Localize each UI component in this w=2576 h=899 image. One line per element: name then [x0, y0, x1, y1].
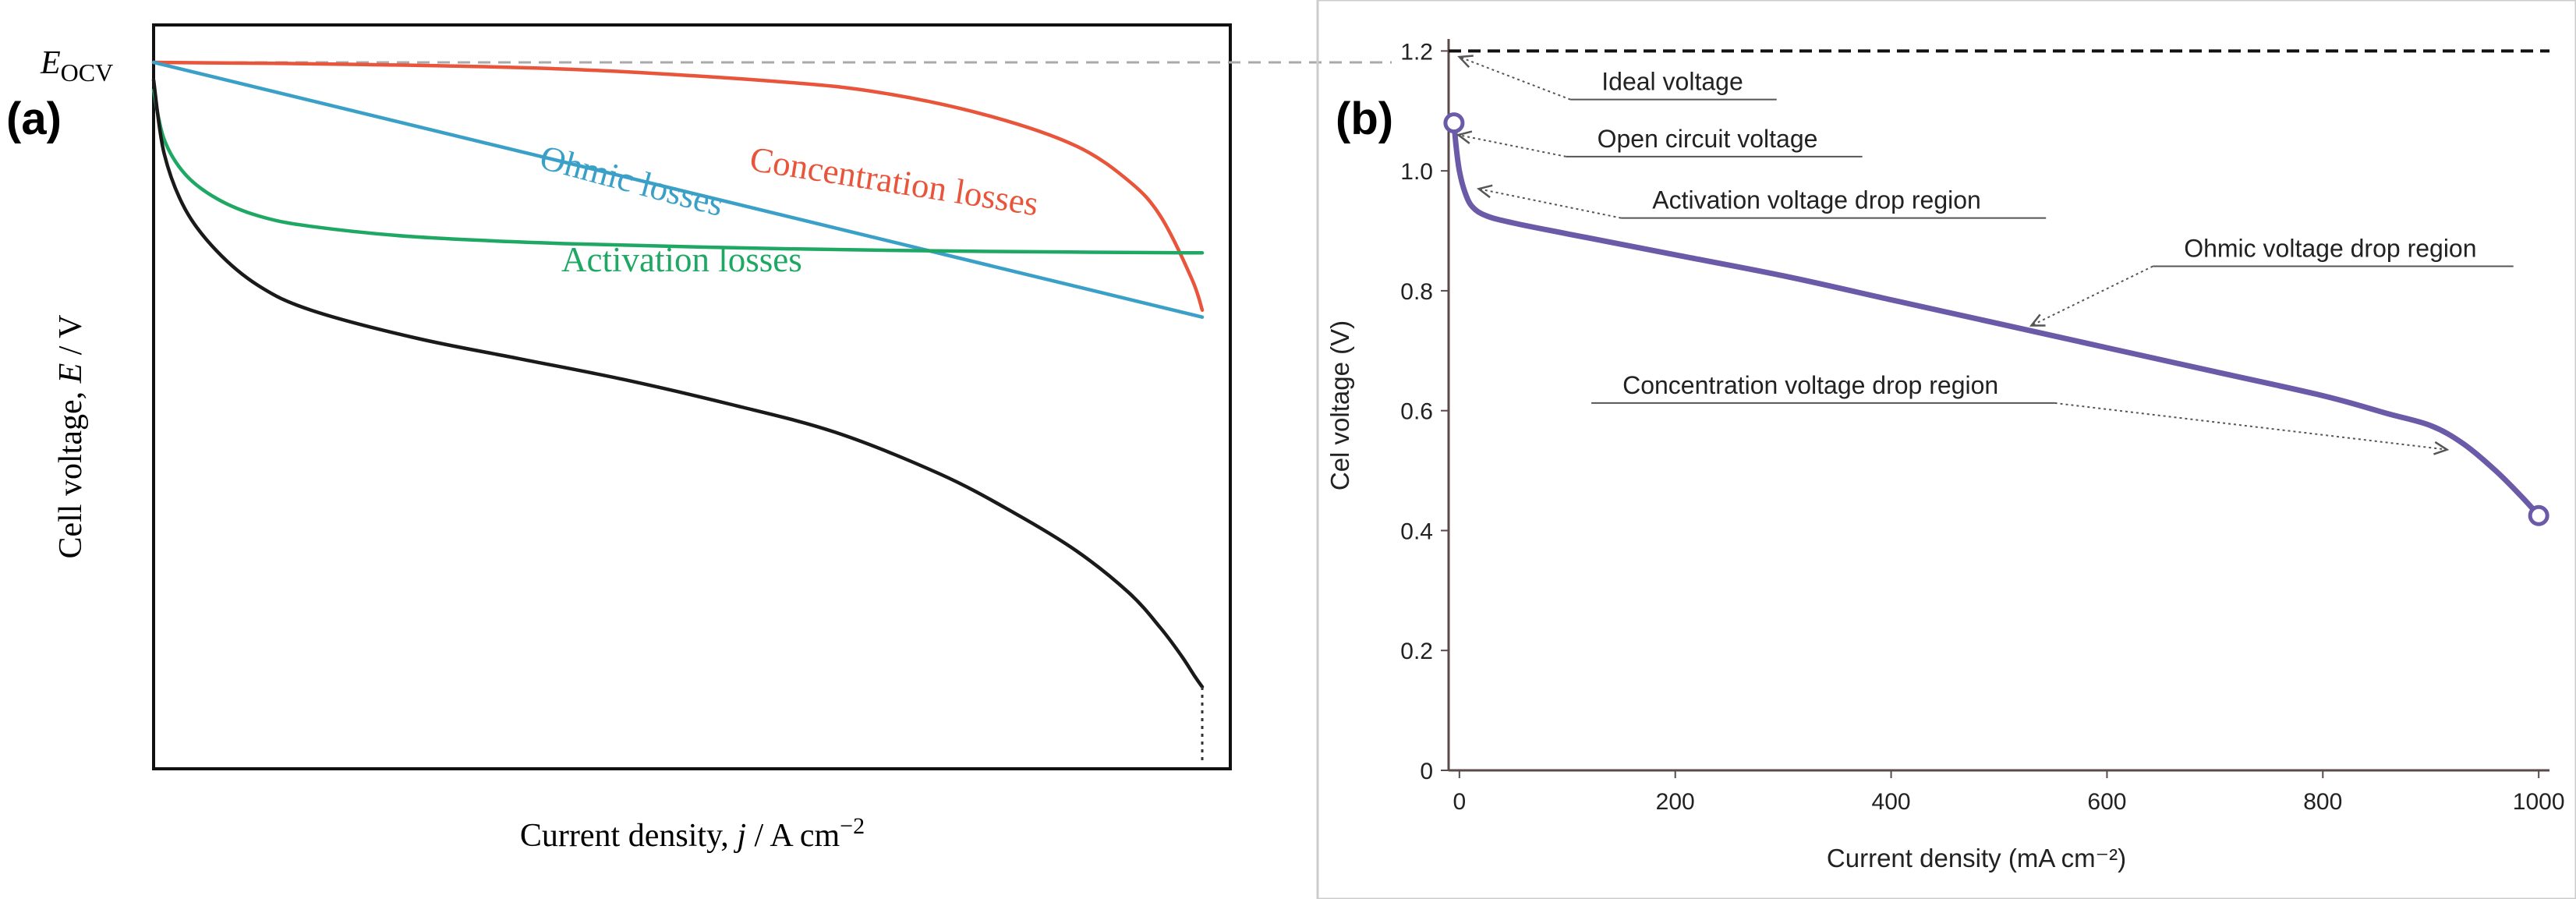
panel-a-series — [151, 60, 1205, 760]
x-tick-label: 200 — [1656, 789, 1695, 815]
panel-b: (b) 0 200 400 600 800 1000 0 0.2 0.4 0.6 0.8 1.0 1.2… — [1316, 0, 2576, 899]
panel-a-frame — [152, 23, 1232, 770]
series-activation-losses — [151, 88, 1205, 255]
panel-a-y-axis-label: Cell voltage, E / V — [53, 314, 89, 558]
annotation-arrowhead — [1457, 55, 1474, 69]
x-tick-label: 0 — [1453, 789, 1466, 815]
y-tick-label: 0.8 — [1400, 279, 1433, 305]
annotation-leader — [2031, 265, 2153, 327]
y-tick-label: 0.4 — [1400, 519, 1433, 544]
curve-endpoint-marker — [2528, 504, 2549, 526]
x-tick-label: 800 — [2303, 789, 2342, 815]
panel-b-label: (b) — [1336, 94, 1393, 144]
x-tick-label: 400 — [1872, 789, 1911, 815]
series-cell-voltage — [151, 78, 1205, 689]
panel-b-annotations: Ideal voltage Open circuit voltage Activat… — [1456, 55, 2514, 455]
annotation-concentration-voltage-drop-region: Concentration voltage drop region — [1622, 371, 1998, 399]
annotation-arrowhead — [2029, 313, 2046, 327]
y-tick-label: 0.6 — [1400, 399, 1433, 425]
y-tick-label: 0.2 — [1400, 639, 1433, 664]
panel-b-x-axis-label: Current density (mA cm⁻²) — [1827, 844, 2126, 872]
series-ohmic-losses — [151, 60, 1205, 319]
legend-ohmic-losses: Ohmic losses — [536, 137, 727, 224]
annotation-arrowhead — [1476, 184, 1493, 199]
annotation-leader — [1478, 188, 1622, 219]
y-tick-label: 1.2 — [1400, 39, 1433, 65]
panel-b-frame — [1316, 0, 2576, 899]
curve-endpoint-marker — [1443, 112, 1465, 134]
annotation-leader — [1458, 134, 1566, 158]
panel-a-label: (a) — [6, 94, 62, 144]
annotation-activation-voltage-drop-region: Activation voltage drop region — [1652, 186, 1981, 214]
panel-b-y-axis-label: Cel voltage (V) — [1325, 320, 1354, 490]
x-tick-label: 600 — [2087, 789, 2126, 815]
panel-a: (a) EOCV Current density, j / A cm−2 Cel… — [6, 23, 1392, 854]
annotation-leader — [2054, 402, 2447, 451]
annotation-arrowhead — [1456, 130, 1473, 144]
legend-activation-losses: Activation losses — [561, 240, 802, 279]
panel-a-x-axis-label: Current density, j / A cm−2 — [520, 813, 865, 854]
panel-b-ticks: 0 200 400 600 800 1000 0 0.2 0.4 0.6 0.8 1.0 1.2 — [1400, 39, 2564, 815]
annotation-leader — [1459, 56, 1571, 101]
panel-a-ocv-label: EOCV — [40, 45, 113, 87]
x-tick-label: 1000 — [2513, 789, 2565, 815]
y-tick-label: 0 — [1420, 759, 1433, 784]
series-concentration-losses — [151, 60, 1205, 312]
y-tick-label: 1.0 — [1400, 159, 1433, 185]
annotation-open-circuit-voltage: Open circuit voltage — [1598, 125, 1818, 153]
polarization-curve — [1451, 120, 2542, 519]
legend-concentration-losses: Concentration losses — [747, 139, 1041, 223]
panel-b-series — [1443, 49, 2549, 526]
annotation-arrowhead — [2433, 441, 2450, 455]
annotation-ideal-voltage: Ideal voltage — [1601, 68, 1743, 96]
annotation-ohmic-voltage-drop-region: Ohmic voltage drop region — [2184, 235, 2476, 263]
ocv-main: E — [40, 45, 61, 81]
ocv-sub: OCV — [61, 58, 114, 87]
